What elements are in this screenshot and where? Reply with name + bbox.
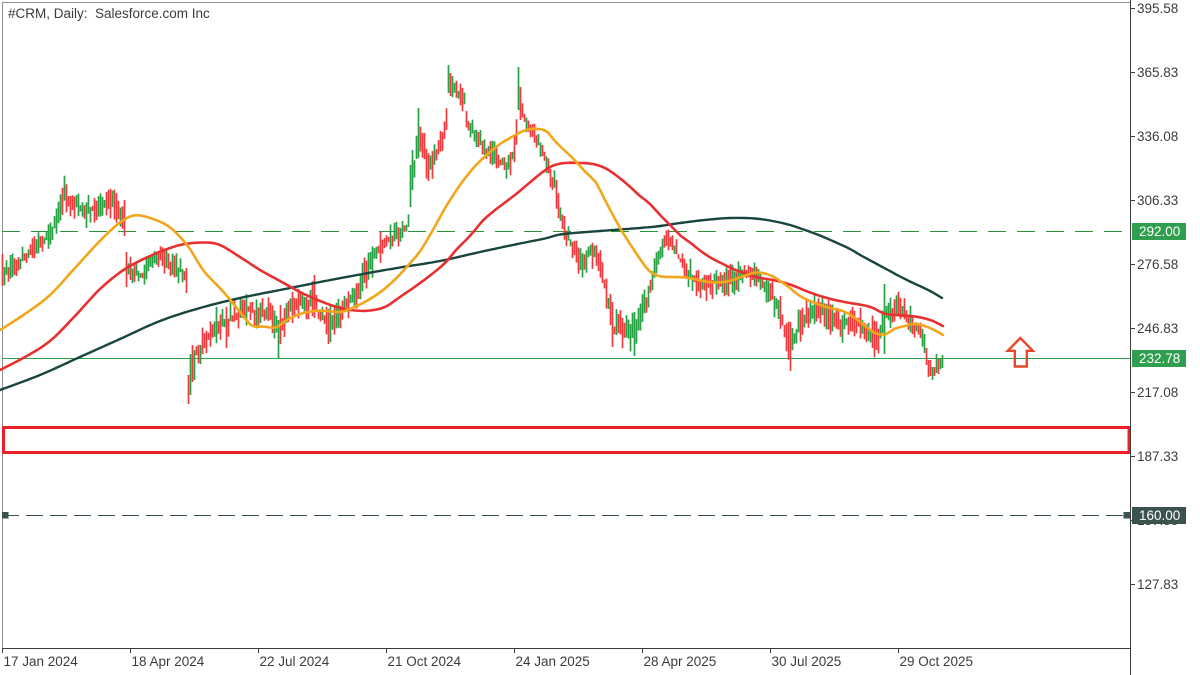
- svg-text:18 Apr 2024: 18 Apr 2024: [132, 654, 205, 669]
- svg-text:24 Jan 2025: 24 Jan 2025: [516, 654, 590, 669]
- svg-text:29 Oct 2025: 29 Oct 2025: [900, 654, 974, 669]
- svg-text:127.83: 127.83: [1137, 577, 1178, 592]
- svg-text:#CRM, Daily: Salesforce.com I: #CRM, Daily: Salesforce.com Inc: [8, 6, 210, 21]
- svg-text:276.58: 276.58: [1137, 257, 1178, 272]
- svg-text:292.00: 292.00: [1139, 224, 1180, 239]
- svg-text:22 Jul 2024: 22 Jul 2024: [260, 654, 330, 669]
- svg-text:365.83: 365.83: [1137, 65, 1178, 80]
- svg-text:30 Jul 2025: 30 Jul 2025: [772, 654, 842, 669]
- svg-text:306.33: 306.33: [1137, 193, 1178, 208]
- svg-text:336.08: 336.08: [1137, 129, 1178, 144]
- svg-text:217.08: 217.08: [1137, 385, 1178, 400]
- svg-text:21 Oct 2024: 21 Oct 2024: [388, 654, 462, 669]
- svg-text:246.83: 246.83: [1137, 321, 1178, 336]
- svg-text:160.00: 160.00: [1139, 508, 1180, 523]
- svg-text:187.33: 187.33: [1137, 449, 1178, 464]
- svg-text:395.58: 395.58: [1137, 1, 1178, 16]
- svg-text:28 Apr 2025: 28 Apr 2025: [644, 654, 717, 669]
- svg-text:232.78: 232.78: [1139, 351, 1180, 366]
- svg-text:17 Jan 2024: 17 Jan 2024: [4, 654, 79, 669]
